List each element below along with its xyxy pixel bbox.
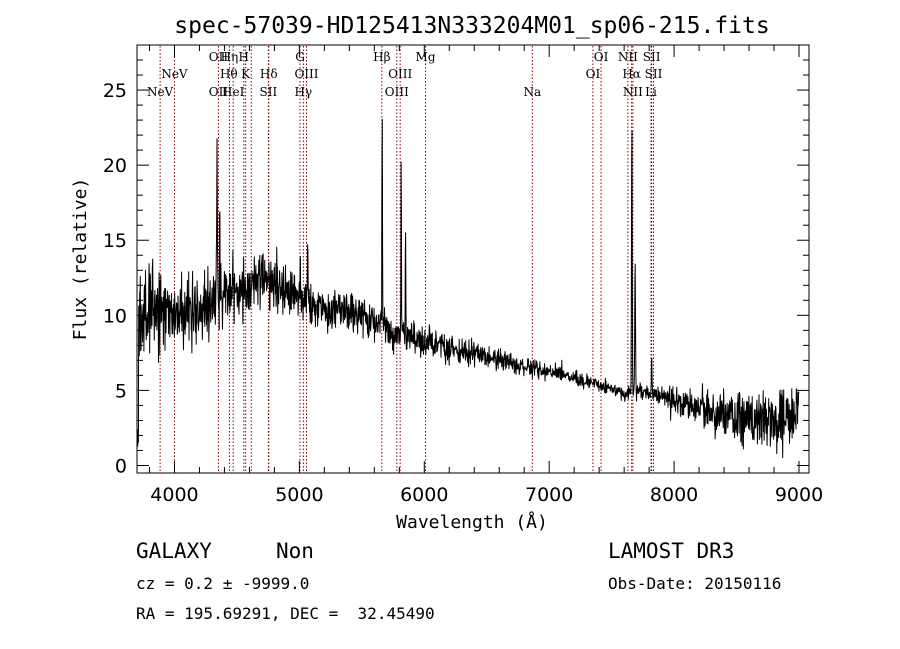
line-label: HeI: [222, 85, 245, 99]
line-label: NII: [618, 50, 638, 64]
line-label: Hη: [221, 50, 239, 64]
line-label: OI: [594, 50, 609, 64]
line-label: NeV: [147, 85, 174, 99]
line-label: OII: [209, 85, 229, 99]
line-label: K: [241, 67, 251, 81]
line-label: Hθ: [220, 67, 238, 81]
line-label: NII: [623, 85, 643, 99]
survey-name: LAMOST DR3: [608, 539, 735, 563]
y-tick-label: 0: [115, 455, 127, 477]
x-tick-label: 9000: [775, 484, 823, 506]
y-tick-label: 15: [103, 230, 127, 252]
line-label: Hδ: [260, 67, 278, 81]
y-tick-label: 5: [115, 380, 127, 402]
line-label: OIII: [388, 67, 412, 81]
y-tick-label: 10: [103, 305, 127, 327]
line-label: G: [295, 50, 305, 64]
x-axis: 4000 5000 6000 7000 8000 9000: [148, 45, 823, 506]
x-axis-label: Wavelength (Å): [396, 511, 548, 533]
line-label: OII: [209, 50, 229, 64]
x-tick-label: 8000: [650, 484, 698, 506]
coordinates: RA = 195.69291, DEC = 32.45490: [136, 604, 435, 623]
line-label: H: [239, 50, 249, 64]
y-tick-label: 25: [103, 80, 127, 102]
line-label: SII: [645, 67, 663, 81]
plot-frame: [136, 44, 810, 474]
line-label: Mg: [416, 50, 436, 64]
line-label: SII: [643, 50, 661, 64]
line-label: Na: [524, 85, 542, 99]
chart-title: spec-57039-HD125413N333204M01_sp06-215.f…: [174, 13, 769, 39]
obs-date: Obs-Date: 20150116: [608, 574, 782, 593]
line-label: Hβ: [373, 50, 390, 64]
x-tick-label: 5000: [275, 484, 323, 506]
redshift-info: cz = 0.2 ± -9999.0: [136, 574, 310, 593]
object-subclass: Non: [276, 539, 314, 563]
line-label: OIII: [385, 85, 409, 99]
line-label: Hγ: [295, 85, 313, 99]
line-label: SII: [260, 85, 278, 99]
object-class: GALAXY: [136, 539, 212, 563]
spectral-line-markers: [159, 46, 654, 472]
y-axis: 0 5 10 15 20 25: [103, 59, 809, 477]
line-label: OI: [586, 67, 601, 81]
y-tick-label: 20: [103, 155, 127, 177]
x-tick-label: 7000: [525, 484, 573, 506]
line-label: Hα: [622, 67, 641, 81]
y-axis-label: Flux (relative): [70, 178, 91, 341]
spectrum-line: [136, 119, 800, 459]
line-label: Li: [645, 85, 657, 99]
line-label: OIII: [294, 67, 318, 81]
x-tick-label: 6000: [400, 484, 448, 506]
x-tick-label: 4000: [150, 484, 198, 506]
line-label: NeV: [161, 67, 188, 81]
